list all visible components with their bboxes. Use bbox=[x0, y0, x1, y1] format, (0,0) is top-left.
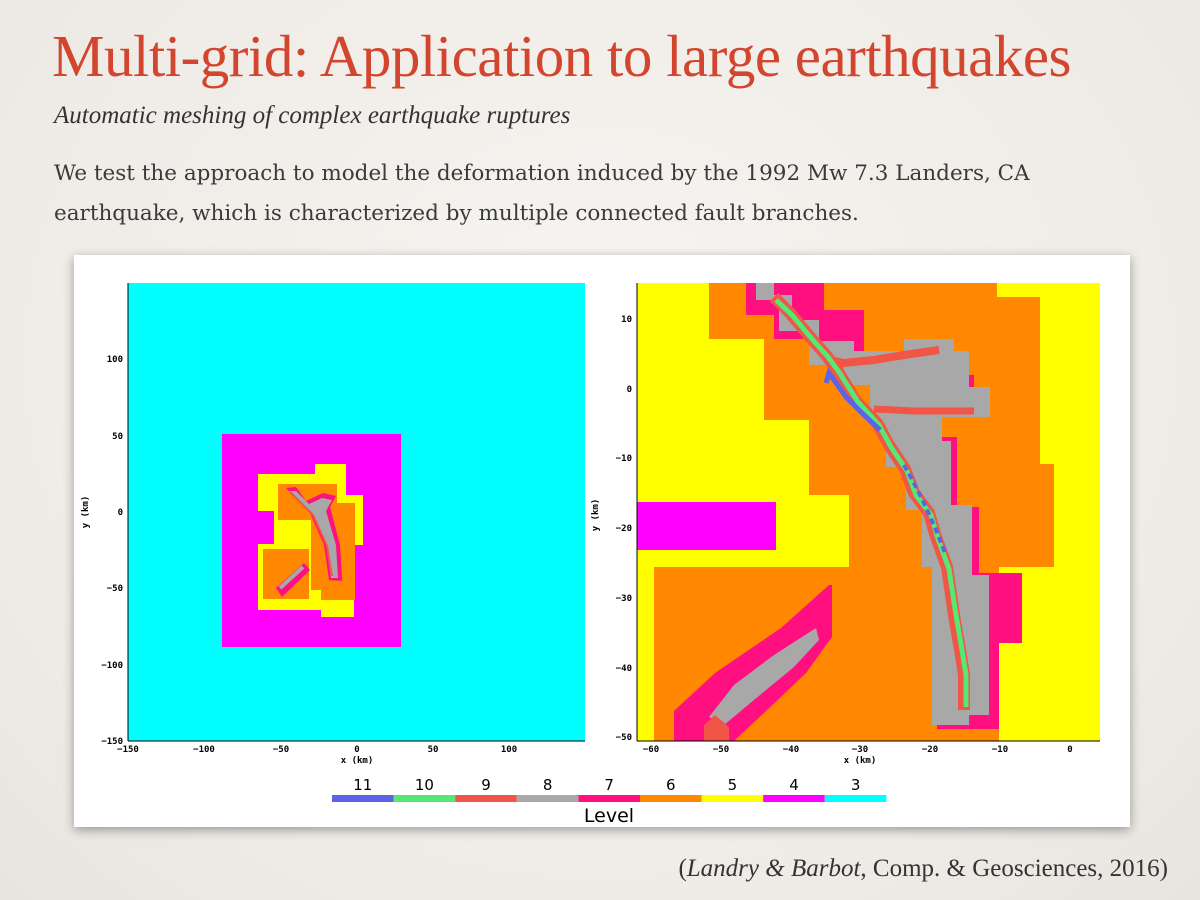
left-mesh-panel: −150 −100 −50 0 50 100 x (km) 100 50 0 −… bbox=[81, 283, 585, 766]
right-xtick: 0 bbox=[1067, 745, 1072, 755]
figure-canvas: −150 −100 −50 0 50 100 x (km) 100 50 0 −… bbox=[81, 283, 1100, 827]
right-level-4-region bbox=[637, 502, 776, 550]
left-xtick: −100 bbox=[193, 745, 215, 755]
legend-label-level-4: 4 bbox=[789, 776, 799, 794]
right-ytick: −50 bbox=[616, 733, 632, 743]
legend-label-level-5: 5 bbox=[728, 776, 738, 794]
left-level-8-region bbox=[289, 491, 338, 578]
left-xtick: −50 bbox=[273, 745, 289, 755]
right-xtick: −50 bbox=[713, 745, 729, 755]
right-ytick: 0 bbox=[627, 385, 632, 395]
right-xtick: −10 bbox=[992, 745, 1008, 755]
citation-source: , Comp. & Geosciences, 2016) bbox=[860, 855, 1168, 882]
legend-label-level-6: 6 bbox=[666, 776, 676, 794]
right-level-9-branch-ne bbox=[825, 346, 940, 368]
left-level-7-branch bbox=[276, 563, 310, 597]
left-ytick: 0 bbox=[118, 508, 123, 518]
left-xtick: −150 bbox=[117, 745, 139, 755]
legend-swatch-level-10 bbox=[393, 795, 456, 802]
legend-swatch-level-3 bbox=[824, 795, 887, 802]
right-mesh-panel: −60 −50 −40 −30 −20 −10 0 x (km) 10 0 −1… bbox=[591, 283, 1100, 766]
legend-label-level-10: 10 bbox=[415, 776, 434, 794]
right-xtick: −30 bbox=[852, 745, 868, 755]
legend-title: Level bbox=[584, 805, 634, 827]
citation: (Landry & Barbot, Comp. & Geosciences, 2… bbox=[678, 855, 1168, 883]
right-xtick: −60 bbox=[643, 745, 659, 755]
left-ytick: −100 bbox=[101, 661, 123, 671]
right-xtick: −20 bbox=[922, 745, 938, 755]
legend-swatch-level-9 bbox=[455, 795, 517, 802]
left-ytick: −150 bbox=[101, 737, 123, 747]
slide-body-text: We test the approach to model the deform… bbox=[54, 161, 1030, 226]
right-level-8-region bbox=[756, 283, 990, 725]
slide-subtitle: Automatic meshing of complex earthquake … bbox=[54, 102, 571, 129]
right-level-11-fault bbox=[823, 367, 882, 432]
left-fault-branch bbox=[278, 565, 305, 590]
slide-title: Multi-grid: Application to large earthqu… bbox=[52, 23, 1072, 89]
right-level-11-fault-south bbox=[902, 464, 948, 556]
legend-swatch-level-11 bbox=[332, 795, 394, 802]
citation-open-paren: ( bbox=[678, 855, 687, 882]
legend-swatch-level-8 bbox=[516, 795, 579, 802]
multigrid-figure: −150 −100 −50 0 50 100 x (km) 100 50 0 −… bbox=[74, 255, 1130, 827]
right-level-9-branch-e bbox=[873, 405, 974, 415]
legend-swatch-level-7 bbox=[578, 795, 640, 802]
right-level-10-fault bbox=[774, 298, 969, 707]
citation-authors: Landry & Barbot bbox=[686, 855, 861, 882]
legend-label-level-3: 3 bbox=[851, 776, 861, 794]
right-y-axis-label: y (km) bbox=[591, 499, 601, 532]
right-level-7-branch bbox=[674, 585, 832, 741]
left-ytick: −50 bbox=[107, 584, 123, 594]
legend-label-level-11: 11 bbox=[353, 776, 372, 794]
left-xtick: 100 bbox=[501, 745, 517, 755]
right-ytick: −30 bbox=[616, 594, 632, 604]
left-ytick: 50 bbox=[112, 432, 123, 442]
right-level-8-branch bbox=[709, 628, 819, 725]
right-ytick: −10 bbox=[616, 454, 632, 464]
left-ytick: 100 bbox=[107, 355, 123, 365]
legend-swatch-level-5 bbox=[701, 795, 764, 802]
legend-label-level-9: 9 bbox=[481, 776, 491, 794]
right-xtick: −40 bbox=[783, 745, 799, 755]
right-level-9-branch bbox=[704, 715, 729, 741]
right-ytick: −40 bbox=[616, 664, 632, 674]
level-colorbar-legend: 11 10 9 8 7 6 5 4 3 bbox=[332, 776, 887, 802]
left-xtick: 50 bbox=[428, 745, 439, 755]
legend-swatch-level-4 bbox=[763, 795, 825, 802]
right-ytick: −20 bbox=[616, 524, 632, 534]
right-ytick: 10 bbox=[621, 315, 632, 325]
left-x-axis-label: x (km) bbox=[341, 756, 374, 766]
legend-swatch-level-6 bbox=[640, 795, 702, 802]
legend-label-level-8: 8 bbox=[543, 776, 553, 794]
left-y-axis-label: y (km) bbox=[81, 496, 91, 529]
legend-label-level-7: 7 bbox=[604, 776, 614, 794]
left-xtick: 0 bbox=[354, 745, 359, 755]
left-fault-trace bbox=[289, 491, 333, 577]
right-x-axis-label: x (km) bbox=[844, 756, 877, 766]
